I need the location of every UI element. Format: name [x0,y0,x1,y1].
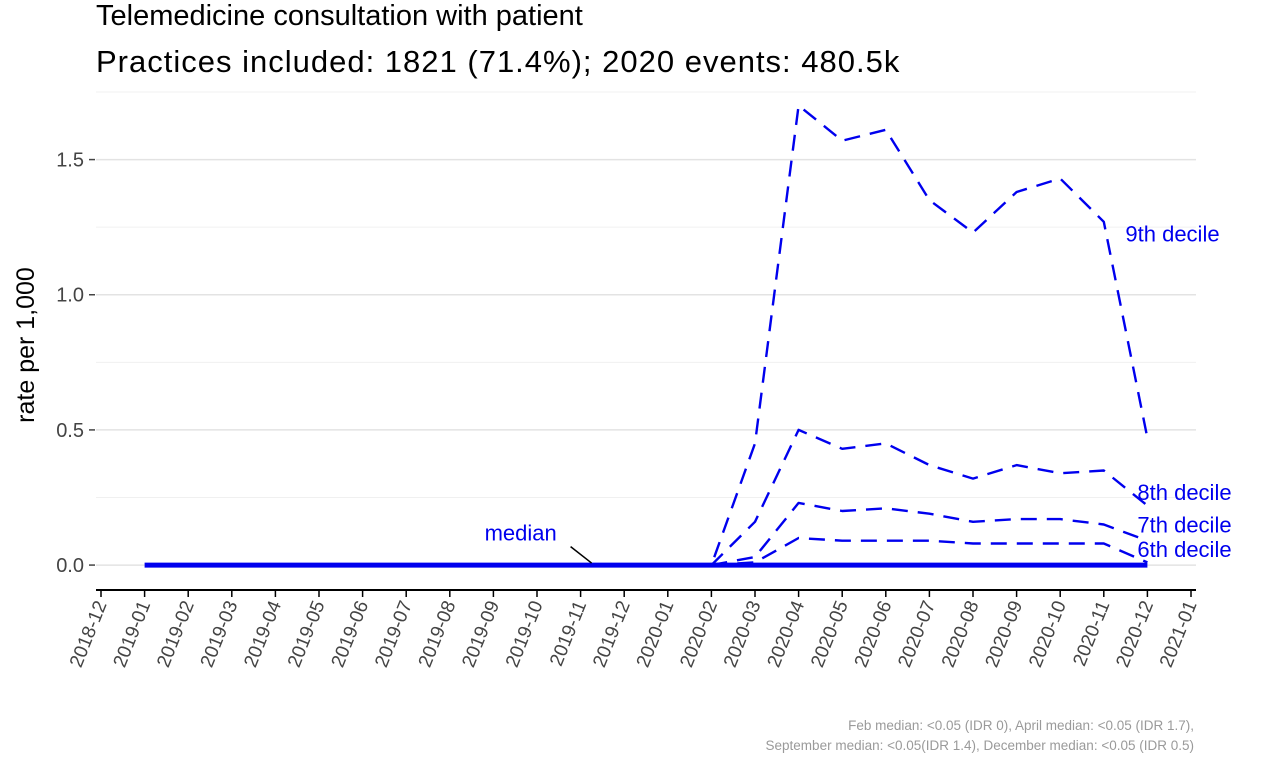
x-tick-label: 2020-12 [1112,598,1158,671]
x-tick-label: 2020-11 [1069,598,1114,669]
caption-line: Feb median: <0.05 (IDR 0), April median:… [848,718,1194,733]
series-label: 6th decile [1137,537,1231,562]
grid-lines [96,91,1196,566]
x-tick-label: 2021-01 [1156,598,1202,671]
x-tick-label: 2020-08 [938,598,984,671]
series-line [667,104,1149,567]
x-tick-label: 2019-11 [546,598,591,669]
chart-subtitle: Practices included: 1821 (71.4%); 2020 e… [96,44,901,79]
x-tick-label: 2018-12 [66,598,112,671]
series-line [710,428,1149,566]
caption-line: September median: <0.05(IDR 1.4), Decemb… [765,738,1194,753]
x-tick-label: 2020-06 [851,598,897,671]
series-label: median [485,521,557,546]
series-label: 8th decile [1137,480,1231,505]
x-tick-label: 2020-09 [982,598,1028,671]
x-tick-label: 2020-04 [764,598,810,671]
series-line [711,501,1148,567]
x-tick-label: 2019-04 [240,598,286,671]
axes: 0.0 0.5 1.0 1.5 2018-122019-012019-022019-03… [56,150,1201,671]
caption: Feb median: <0.05 (IDR 0), April median:… [766,716,1194,756]
x-tick-label: 2019-05 [284,598,330,671]
series-label: 7th decile [1137,513,1231,538]
y-tick-label: 0.0 [56,555,84,577]
x-tick-label: 2019-10 [502,598,548,671]
x-tick-label: 2019-08 [415,598,461,671]
x-tick-label: 2019-03 [197,598,243,671]
x-tick-label: 2019-12 [589,598,635,671]
x-tick-label: 2020-07 [894,598,940,671]
y-tick-label: 1.5 [56,150,84,172]
x-tick-label: 2020-01 [633,598,679,671]
x-tick-label: 2020-03 [720,598,766,671]
x-tick-label: 2019-01 [110,598,156,671]
median-pointer [570,546,593,564]
x-tick-label: 2020-02 [676,598,722,671]
x-tick-label: 2019-07 [371,598,417,671]
x-tick-label: 2020-05 [807,598,853,671]
series-group [144,104,1149,568]
y-tick-label: 0.5 [56,420,84,442]
chart-title: Telemedicine consultation with patient [96,0,583,32]
series-label: 9th decile [1125,222,1219,247]
x-tick-label: 2019-09 [458,598,504,671]
y-axis-label: rate per 1,000 [12,267,40,423]
series-line [711,536,1148,567]
x-tick-label: 2019-02 [153,598,199,671]
x-tick-label: 2019-06 [328,598,374,671]
y-tick-label: 1.0 [56,285,84,307]
x-tick-label: 2020-10 [1025,598,1071,671]
chart: 0.0 0.5 1.0 1.5 2018-122019-012019-022019-03… [12,91,1232,671]
